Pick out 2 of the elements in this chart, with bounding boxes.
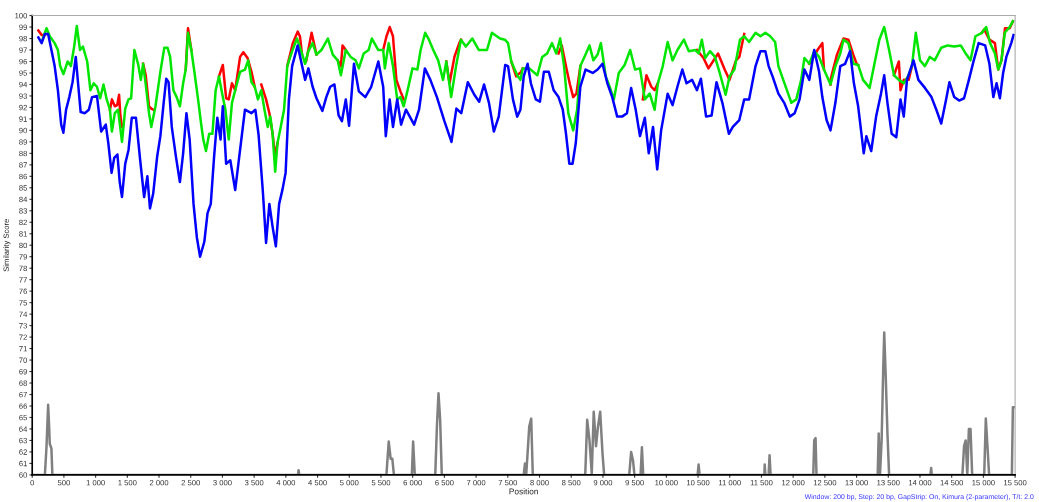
x-axis-title: Position <box>509 488 538 495</box>
line-series <box>37 32 1015 258</box>
